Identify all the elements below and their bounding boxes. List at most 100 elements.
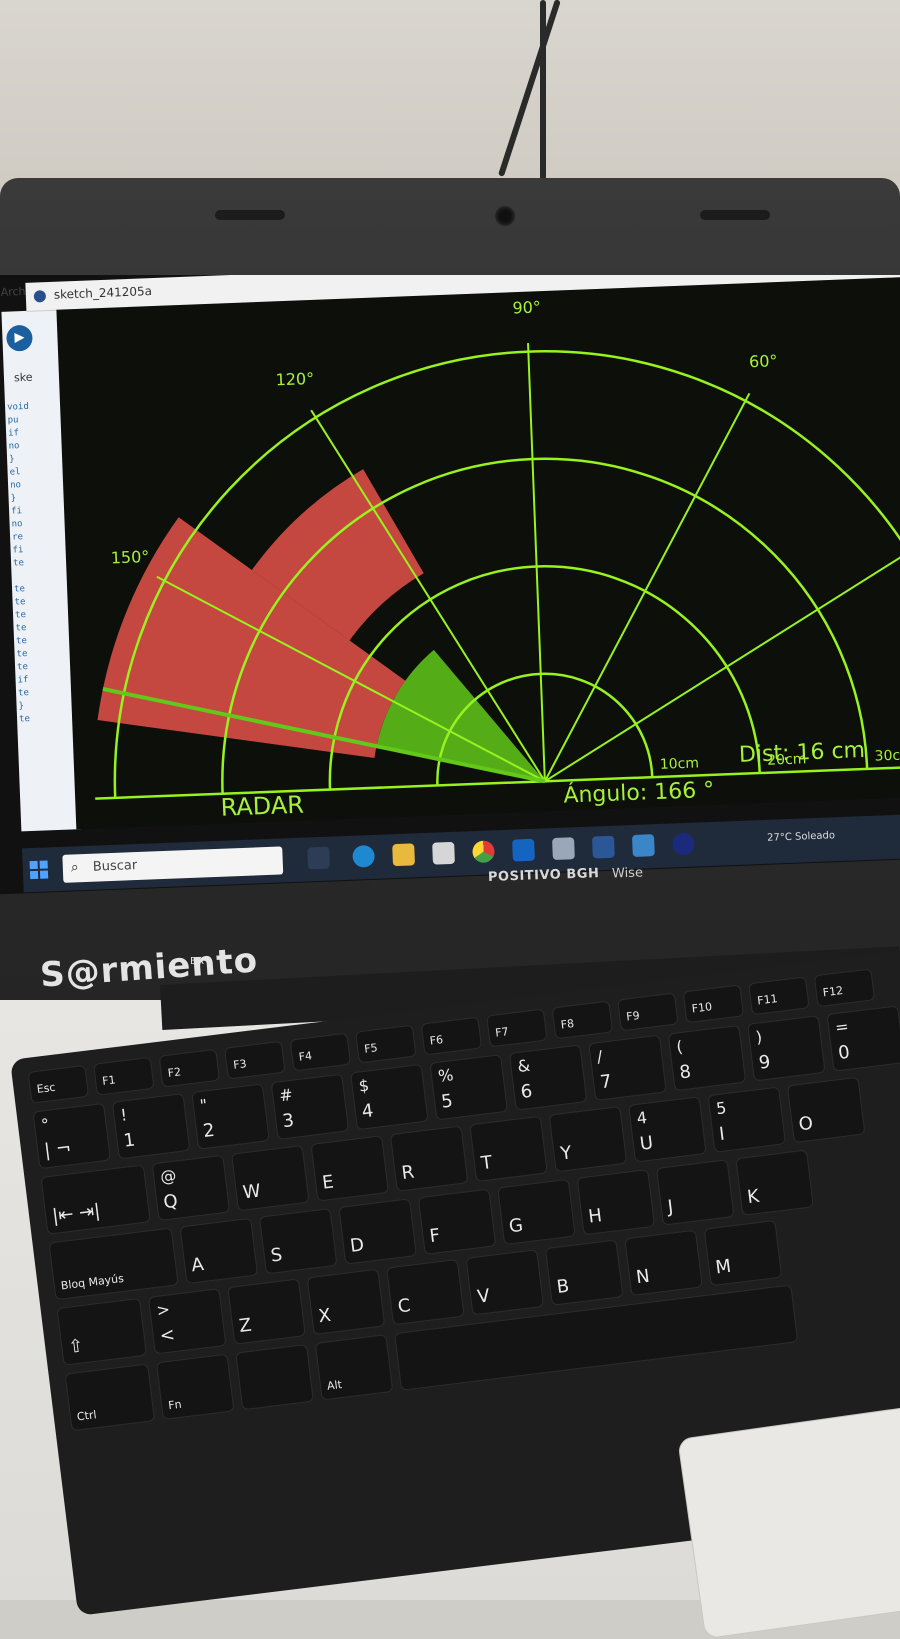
key-g[interactable]: G	[497, 1178, 576, 1246]
key-shift-label: #	[278, 1084, 294, 1106]
touchpad[interactable]	[677, 1402, 900, 1639]
key-number[interactable]: 6 &	[508, 1044, 588, 1111]
outlook-icon[interactable]	[512, 838, 535, 862]
key-label: X	[317, 1304, 333, 1328]
key-w[interactable]: W	[231, 1144, 310, 1212]
key-f6[interactable]: F6	[420, 1016, 483, 1056]
key-number[interactable]: 2 "	[191, 1083, 270, 1150]
key-esc[interactable]: Esc	[27, 1064, 90, 1104]
key-q[interactable]: Q @	[151, 1154, 231, 1222]
processing-taskbar-icon[interactable]	[671, 832, 695, 856]
key-alt[interactable]: Alt	[314, 1334, 394, 1401]
key-label: F7	[494, 1025, 510, 1040]
key-tab[interactable]: |⇤ ⇥|	[40, 1164, 151, 1235]
key-s[interactable]: S	[258, 1208, 338, 1275]
key-number[interactable]: 3 #	[270, 1073, 350, 1140]
key-number[interactable]: | ¬ °	[32, 1102, 111, 1170]
radar-title: RADAR	[220, 791, 304, 822]
key-c[interactable]: C	[386, 1258, 465, 1326]
key-f2[interactable]: F2	[158, 1048, 221, 1088]
run-button[interactable]: ▶	[5, 324, 33, 352]
object-region	[251, 469, 424, 641]
key-label: F	[428, 1224, 442, 1248]
taskbar: ⌕ Buscar 27°C Soleado	[22, 812, 900, 893]
key-y[interactable]: Y	[548, 1105, 628, 1173]
key-z[interactable]: Z	[227, 1278, 306, 1345]
windows-start-icon[interactable]	[29, 859, 50, 880]
key-a[interactable]: A	[179, 1217, 259, 1285]
search-icon: ⌕	[70, 859, 79, 876]
key-n[interactable]: N	[624, 1229, 703, 1297]
key-f12[interactable]: F12	[813, 968, 876, 1008]
angle-line	[156, 575, 546, 783]
sweep-line	[102, 687, 546, 784]
key-angle-brackets[interactable]: < >	[147, 1288, 227, 1355]
processing-icon	[33, 290, 47, 303]
key-label: 5	[440, 1090, 455, 1113]
key-fn[interactable]: Fn	[155, 1353, 235, 1421]
webcam	[495, 206, 515, 226]
key-label: 2	[201, 1119, 216, 1142]
key-f7[interactable]: F7	[486, 1008, 548, 1048]
key-label: F8	[560, 1017, 575, 1032]
key-label: F9	[625, 1008, 641, 1024]
key-v[interactable]: V	[465, 1249, 545, 1316]
key-f10[interactable]: F10	[682, 984, 745, 1024]
task-view-icon[interactable]	[307, 846, 331, 870]
key-b[interactable]: B	[544, 1239, 624, 1306]
sketch-tab[interactable]: ske	[13, 370, 33, 385]
taskbar-search[interactable]: ⌕ Buscar	[62, 846, 284, 883]
weather-widget[interactable]: 27°C Soleado	[767, 830, 836, 844]
app-icon[interactable]	[552, 837, 575, 861]
angle-line	[310, 409, 546, 782]
key-shift[interactable]: ⇧	[56, 1297, 148, 1366]
key-m[interactable]: M	[703, 1219, 783, 1287]
key-number[interactable]: 7/	[588, 1034, 667, 1101]
key-t[interactable]: T	[469, 1115, 548, 1183]
key-o[interactable]: O	[786, 1076, 866, 1144]
key-label: <	[158, 1324, 177, 1347]
key-number[interactable]: 0 =	[826, 1005, 900, 1072]
key-label: 1	[122, 1129, 137, 1152]
key-d[interactable]: D	[338, 1198, 417, 1265]
radar-canvas: 30°60°90°120°150°10cm20cm30cmRADARÁngulo…	[56, 275, 900, 830]
key-f1[interactable]: F1	[93, 1056, 155, 1096]
key-number[interactable]: 8(	[667, 1024, 747, 1092]
key-number[interactable]: 5%	[429, 1054, 509, 1121]
key-f4[interactable]: F4	[289, 1032, 352, 1072]
key-f9[interactable]: F9	[617, 992, 679, 1032]
key-caps-lock[interactable]: Bloq Mayús	[48, 1227, 179, 1301]
key-f8[interactable]: F8	[551, 1000, 614, 1040]
key-label: Ctrl	[76, 1408, 98, 1424]
key-f5[interactable]: F5	[355, 1024, 417, 1064]
key-label: F11	[756, 992, 779, 1008]
app-icon-2[interactable]	[631, 834, 655, 857]
calendar-icon[interactable]	[432, 841, 455, 865]
key-number[interactable]: 9)	[747, 1015, 826, 1082]
key-r[interactable]: R	[389, 1125, 469, 1192]
key-label: F1	[101, 1073, 117, 1088]
key-k[interactable]: K	[735, 1149, 814, 1216]
key-number[interactable]: 4 $	[350, 1063, 429, 1131]
key-j[interactable]: J	[655, 1159, 735, 1226]
key-f[interactable]: F	[417, 1188, 497, 1255]
key-f11[interactable]: F11	[748, 976, 810, 1016]
key-number[interactable]: 1!	[111, 1093, 191, 1160]
key-e[interactable]: E	[310, 1135, 390, 1202]
chrome-icon[interactable]	[472, 840, 495, 864]
angle-line	[527, 342, 546, 782]
file-explorer-icon[interactable]	[392, 843, 415, 867]
key-windows[interactable]	[235, 1343, 314, 1411]
key-h[interactable]: H	[576, 1169, 656, 1236]
word-icon[interactable]	[592, 835, 615, 859]
edge-icon[interactable]	[352, 844, 376, 868]
key-f3[interactable]: F3	[224, 1040, 286, 1080]
search-placeholder: Buscar	[92, 858, 138, 875]
key-x[interactable]: X	[306, 1268, 386, 1336]
laptop-screen: Archi ▶ ske void pu if no} el no} fi no re fi te t…	[0, 275, 900, 935]
key-shift-label: $	[357, 1075, 371, 1096]
key-shift-label: &	[516, 1055, 532, 1077]
key-ctrl[interactable]: Ctrl	[64, 1363, 156, 1432]
